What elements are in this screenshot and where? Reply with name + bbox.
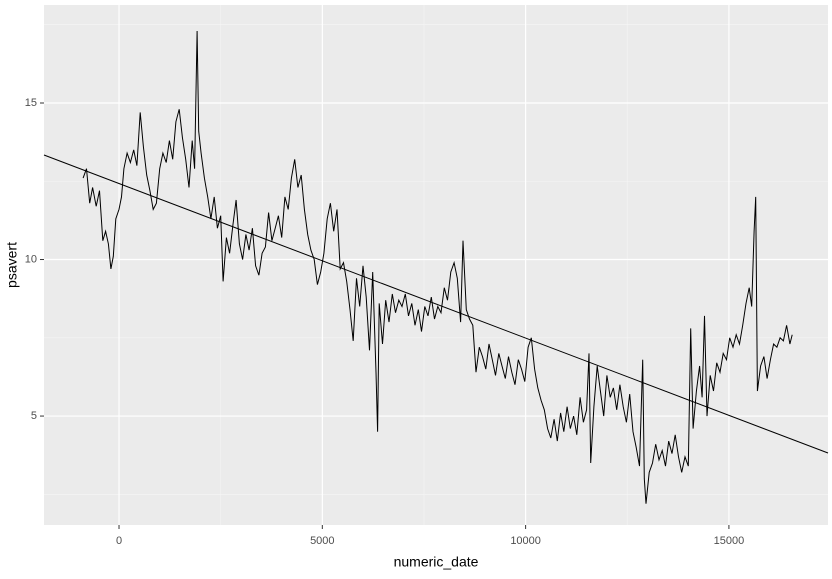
data-line — [82, 30, 793, 504]
y-tick-label: 5 — [31, 410, 37, 422]
y-tick-label: 10 — [25, 253, 37, 265]
x-axis-title: numeric_date — [394, 554, 479, 570]
panel — [44, 5, 828, 525]
y-tick-label: 15 — [25, 97, 37, 109]
trend-line — [43, 154, 829, 454]
x-tick-label: 5000 — [310, 535, 334, 547]
x-tick-label: 15000 — [714, 535, 745, 547]
x-tick-label: 10000 — [510, 535, 541, 547]
y-axis-title: psavert — [4, 242, 20, 288]
x-tick-label: 0 — [116, 535, 122, 547]
